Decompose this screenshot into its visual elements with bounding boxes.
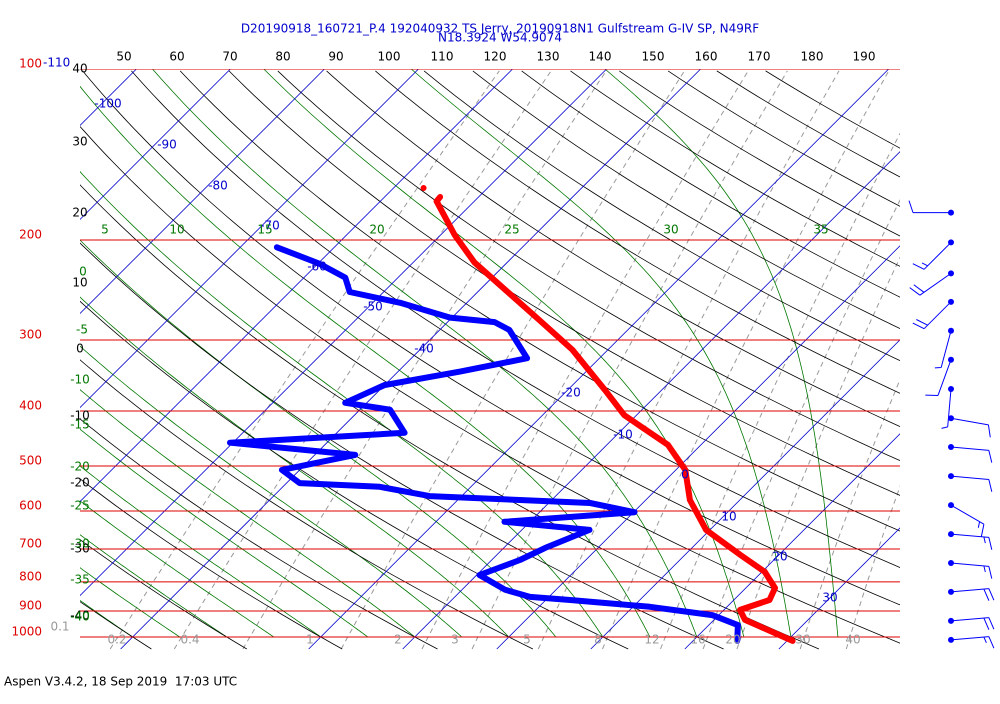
mixing-ratio-label: 40 — [845, 633, 860, 647]
mixing-ratio-label: 0.1 — [50, 620, 69, 634]
pressure-label: 100 — [19, 57, 42, 71]
mixing-ratio-label: 16 — [690, 633, 705, 647]
barb-dot — [948, 560, 954, 566]
dry-adiabat-label: 130 — [537, 50, 560, 64]
barb-dot — [948, 328, 954, 334]
dry-adiabat-label: 70 — [222, 50, 237, 64]
mixing-ratio-label: 1 — [306, 633, 314, 647]
dry-adiabat-label: 50 — [116, 50, 131, 64]
dry-adiabat-label: 190 — [853, 50, 876, 64]
moist-adiabat-label: 5 — [101, 223, 109, 237]
isotherm-label: -80 — [208, 179, 228, 193]
isotherm-label: -110 — [43, 56, 70, 70]
moist-adiabat-label: -35 — [70, 573, 90, 587]
pressure-label: 600 — [19, 498, 42, 512]
pressure-label: 1000 — [11, 624, 42, 638]
isotherm-label: 20 — [772, 550, 787, 564]
isotherm-label: -90 — [157, 138, 177, 152]
barb-dot — [948, 386, 954, 392]
dry-adiabat-label: 110 — [431, 50, 454, 64]
moist-adiabat-label: -20 — [70, 460, 90, 474]
barb-dot — [948, 239, 954, 245]
moist-adiabat-label: -5 — [76, 323, 88, 337]
barb-dot — [948, 210, 954, 216]
moist-adiabat-label: 10 — [169, 223, 184, 237]
pressure-label: 700 — [19, 536, 42, 550]
dry-adiabat-label: 20 — [72, 206, 87, 220]
pressure-label: 500 — [19, 453, 42, 467]
moist-adiabat-label: -15 — [70, 418, 90, 432]
moist-adiabat-label: -40 — [70, 610, 90, 624]
mixing-ratio-label: 30 — [795, 633, 810, 647]
barb-dot — [948, 637, 954, 643]
pressure-label: 800 — [19, 569, 42, 583]
footer: Aspen V3.4.2, 18 Sep 2019 17:03 UTC — [4, 675, 237, 689]
mixing-ratio-label: 2 — [394, 633, 402, 647]
dry-adiabat-label: 120 — [484, 50, 507, 64]
barb-dot — [948, 299, 954, 305]
pressure-label: 300 — [19, 327, 42, 341]
dry-adiabat-label: 150 — [642, 50, 665, 64]
barb-dot — [948, 473, 954, 479]
barb-dot — [948, 589, 954, 595]
isotherm-label: -10 — [613, 428, 633, 442]
barb-dot — [948, 531, 954, 537]
isotherm-label: 0 — [681, 468, 689, 482]
mixing-ratio-label: 5 — [523, 633, 531, 647]
moist-adiabat-label: 30 — [663, 223, 678, 237]
dry-adiabat-label: 170 — [748, 50, 771, 64]
isotherm-label: -100 — [94, 97, 121, 111]
barb-dot — [948, 415, 954, 421]
isotherm-label: 10 — [721, 510, 736, 524]
isotherm-label: -50 — [363, 300, 383, 314]
moist-adiabat-label: 35 — [813, 223, 828, 237]
isotherm-label: 30 — [822, 591, 837, 605]
mixing-ratio-label: 0.4 — [180, 633, 199, 647]
moist-adiabat-label: -25 — [70, 499, 90, 513]
pressure-label: 200 — [19, 227, 42, 241]
dry-adiabat-label: 100 — [378, 50, 401, 64]
barb-dot — [948, 502, 954, 508]
dry-adiabat-label: 90 — [328, 50, 343, 64]
mixing-ratio-label: 20 — [725, 633, 740, 647]
mixing-ratio-label: 0.2 — [107, 633, 126, 647]
barb-dot — [948, 618, 954, 624]
mixing-ratio-label: 3 — [451, 633, 459, 647]
dry-adiabat-label: 160 — [695, 50, 718, 64]
isotherm-label: -60 — [307, 260, 327, 274]
barb-dot — [948, 357, 954, 363]
moist-adiabat-label: 20 — [369, 223, 384, 237]
dry-adiabat-label: 80 — [275, 50, 290, 64]
moist-adiabat-label: -10 — [70, 373, 90, 387]
dry-adiabat-label: 0 — [76, 342, 84, 356]
chart-subtitle: N18.3924 W54.9074 — [438, 31, 562, 45]
dry-adiabat-label: 30 — [72, 135, 87, 149]
dry-adiabat-label: 60 — [169, 50, 184, 64]
isotherm-label: -20 — [561, 386, 581, 400]
moist-adiabat-label: 0 — [79, 265, 87, 279]
dry-adiabat-label: 40 — [72, 62, 87, 76]
moist-adiabat-label: 25 — [504, 223, 519, 237]
dry-adiabat-label: -20 — [70, 476, 90, 490]
dry-adiabat-label: 180 — [801, 50, 824, 64]
pressure-label: 900 — [19, 598, 42, 612]
moist-adiabat-label: -30 — [70, 537, 90, 551]
mixing-ratio-label: 12 — [644, 633, 659, 647]
barb-dot — [948, 270, 954, 276]
barb-dot — [948, 444, 954, 450]
isotherm-label: -40 — [414, 342, 434, 356]
pressure-label: 400 — [19, 398, 42, 412]
moist-adiabat-label: 15 — [257, 223, 272, 237]
mixing-ratio-label: 8 — [594, 633, 602, 647]
dry-adiabat-label: 140 — [589, 50, 612, 64]
